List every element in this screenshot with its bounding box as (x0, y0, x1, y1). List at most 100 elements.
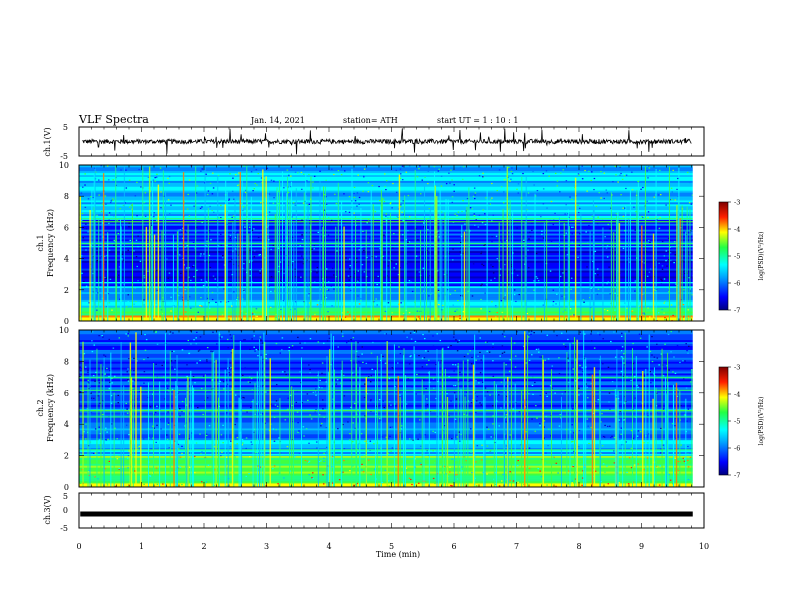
spectrum-speckle (261, 182, 263, 184)
spectrum-speckle (238, 183, 240, 186)
spectrum-speckle (177, 466, 179, 468)
spectrum-speckle (592, 450, 595, 452)
spectrum-speckle (622, 207, 624, 209)
spectrum-speckle (242, 289, 244, 291)
spectrum-speckle (480, 359, 482, 361)
spectrum-speckle (320, 460, 322, 462)
spectrum-speckle (122, 259, 125, 261)
spectrum-speckle (481, 263, 483, 265)
sferic-streak (599, 355, 601, 487)
spectrum-speckle (167, 277, 169, 279)
spectrum-speckle (620, 439, 623, 441)
spectrum-speckle (666, 365, 668, 367)
spectrum-speckle (335, 383, 338, 385)
spectrum-speckle (173, 350, 175, 352)
spectrum-speckle (637, 386, 639, 388)
spectrum-band (79, 333, 704, 337)
spectrum-speckle (125, 402, 128, 404)
spectrum-speckle (222, 254, 224, 257)
spectrum-speckle (160, 428, 162, 430)
spectrum-speckle (160, 191, 162, 193)
spectrum-speckle (391, 312, 393, 314)
spectrum-speckle (472, 263, 475, 265)
spectrum-speckle (314, 391, 317, 393)
spectrum-speckle (212, 172, 214, 174)
sferic-streak (120, 342, 122, 487)
spectrum-speckle (108, 222, 110, 225)
spectrum-speckle (508, 370, 511, 372)
spectrum-speckle (657, 312, 660, 314)
sferic-streak (434, 171, 436, 321)
spectrum-speckle (583, 466, 586, 468)
spectrum-speckle (501, 241, 503, 243)
spectrum-speckle (603, 436, 606, 438)
spectrum-speckle (219, 380, 221, 382)
spectrum-speckle (514, 355, 517, 357)
spectrum-speckle (315, 409, 317, 411)
sferic-streak (305, 174, 307, 321)
spectrum-speckle (236, 418, 238, 420)
spectrum-speckle (193, 455, 196, 457)
sferic-streak (466, 206, 468, 321)
ch3-waveform-ylabel: ch.3(V) (43, 495, 52, 524)
spectrum-speckle (454, 418, 457, 420)
spectrum-speckle (167, 199, 170, 201)
spectrum-band (79, 379, 704, 382)
spectrum-speckle (516, 331, 518, 333)
spectrum-speckle (400, 173, 402, 175)
spectrum-speckle (419, 445, 422, 447)
spectrum-speckle (402, 200, 404, 202)
spectrum-band (79, 289, 704, 293)
spectrum-speckle (207, 222, 209, 224)
spectrum-speckle (84, 366, 87, 368)
spectrum-band (79, 258, 704, 261)
spectrum-speckle (571, 440, 574, 443)
spectrum-speckle (537, 306, 540, 308)
spectrum-speckle (554, 172, 557, 174)
spectrum-speckle (337, 428, 339, 430)
spectrum-speckle (631, 189, 634, 191)
spectrum-speckle (687, 408, 690, 410)
spectrum-speckle (570, 277, 573, 279)
spectrum-speckle (656, 219, 658, 221)
spectrum-speckle (660, 452, 662, 454)
spectrum-speckle (567, 360, 570, 362)
sferic-streak (444, 212, 446, 321)
colorbar-tick-label: -3 (734, 364, 740, 372)
spectrum-speckle (473, 214, 476, 217)
spectrum-speckle (323, 194, 326, 196)
spectrum-speckle (415, 272, 418, 274)
spectrum-speckle (401, 165, 404, 167)
spectrum-speckle (138, 231, 141, 233)
spectrum-band (79, 434, 704, 437)
spectrum-speckle (259, 253, 261, 256)
spectrum-speckle (85, 285, 88, 287)
spectrum-speckle (498, 169, 501, 171)
spectrum-speckle (199, 207, 202, 209)
spectrum-speckle (687, 478, 690, 481)
spectrum-speckle (317, 299, 320, 302)
spectrum-speckle (578, 387, 580, 389)
sferic-streak (637, 182, 639, 321)
spectrum-speckle (84, 173, 86, 175)
spectrum-band (79, 266, 704, 269)
spectrum-speckle (309, 372, 311, 374)
spectrum-speckle (366, 256, 368, 259)
spectrum-speckle (389, 385, 392, 387)
spectrum-speckle (327, 234, 330, 236)
spectrum-speckle (367, 182, 370, 184)
spectrum-speckle (561, 270, 564, 272)
spectrum-speckle (105, 427, 107, 429)
spectrum-band (79, 194, 704, 197)
spectrum-speckle (90, 268, 92, 270)
spectrum-speckle (552, 300, 555, 303)
spectrum-speckle (387, 265, 389, 267)
spectrum-speckle (542, 172, 545, 175)
spectrum-speckle (638, 280, 641, 282)
spectrum-speckle (251, 260, 253, 262)
spectrum-speckle (682, 457, 685, 459)
spectrum-speckle (88, 388, 90, 390)
spectrum-speckle (466, 197, 469, 200)
spectrum-speckle (260, 342, 262, 344)
sferic-streak (521, 389, 523, 487)
